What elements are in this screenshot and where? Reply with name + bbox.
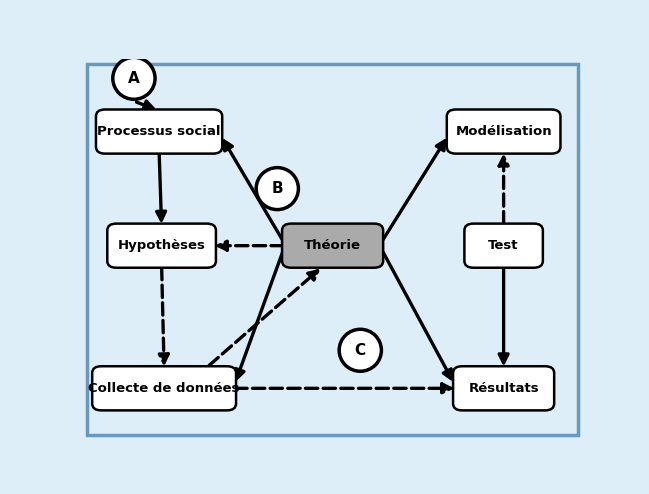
Ellipse shape	[339, 329, 382, 371]
FancyBboxPatch shape	[87, 64, 578, 435]
Text: B: B	[271, 181, 283, 196]
Text: Théorie: Théorie	[304, 239, 361, 252]
Text: Test: Test	[489, 239, 519, 252]
Ellipse shape	[256, 167, 299, 209]
Ellipse shape	[113, 57, 155, 99]
Text: Processus social: Processus social	[97, 125, 221, 138]
FancyBboxPatch shape	[453, 366, 554, 411]
FancyBboxPatch shape	[96, 110, 222, 154]
FancyBboxPatch shape	[107, 224, 216, 268]
Text: Collecte de données: Collecte de données	[88, 382, 239, 395]
FancyBboxPatch shape	[92, 366, 236, 411]
Text: Résultats: Résultats	[469, 382, 539, 395]
Text: Hypothèses: Hypothèses	[117, 239, 206, 252]
FancyBboxPatch shape	[447, 110, 561, 154]
FancyBboxPatch shape	[465, 224, 543, 268]
Text: C: C	[355, 343, 366, 358]
Text: Modélisation: Modélisation	[456, 125, 552, 138]
FancyBboxPatch shape	[282, 224, 383, 268]
Text: A: A	[128, 71, 140, 86]
